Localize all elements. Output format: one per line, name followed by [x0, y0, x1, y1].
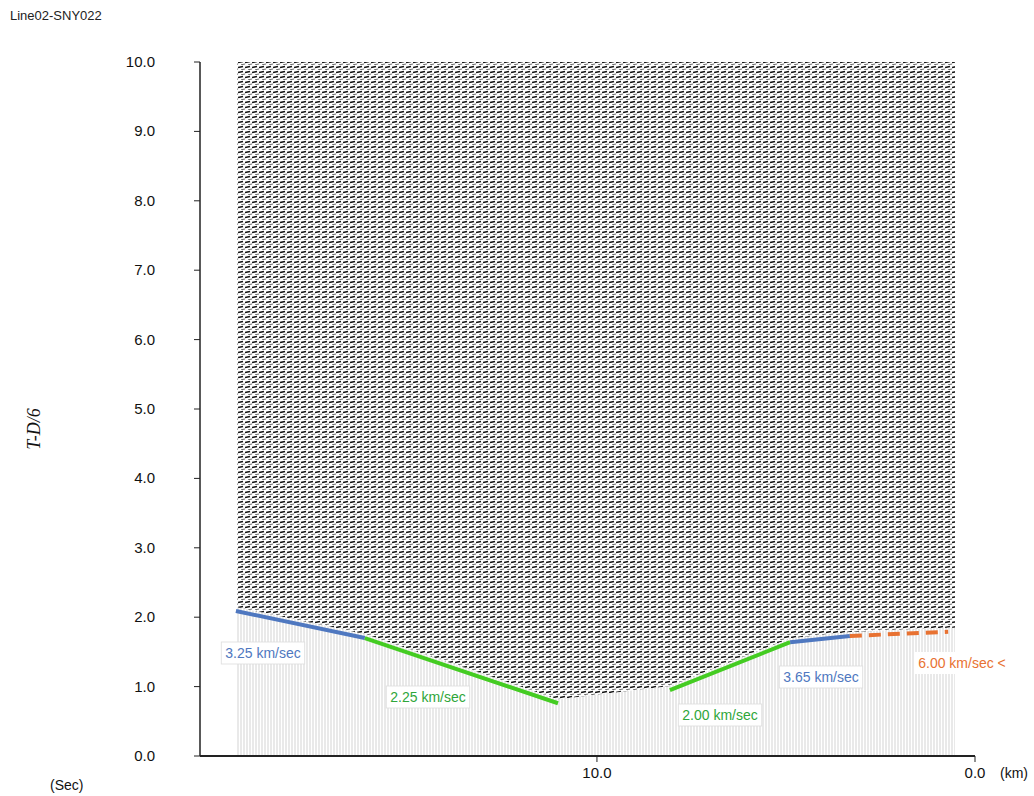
x-tick [596, 756, 597, 762]
label-box [914, 652, 1010, 674]
velocity-segment [850, 632, 948, 636]
x-tick-label: 0.0 [965, 764, 986, 781]
y-tick [194, 686, 200, 687]
label-box [678, 704, 761, 726]
y-tick [194, 478, 200, 479]
y-tick [194, 547, 200, 548]
y-tick [194, 756, 200, 757]
x-tick [975, 756, 976, 762]
y-tick-label: 9.0 [134, 122, 155, 139]
label-box [221, 642, 304, 664]
y-tick [194, 200, 200, 201]
y-axis-title: T-D/6 [24, 408, 44, 450]
y-tick-label: 1.0 [134, 678, 155, 695]
y-tick-label: 4.0 [134, 469, 155, 486]
velocity-segment [670, 642, 790, 690]
y-unit: (Sec) [50, 777, 83, 793]
x-axis [200, 755, 975, 757]
x-tick-label: 10.0 [582, 764, 611, 781]
y-tick-label: 3.0 [134, 539, 155, 556]
title: Line02-SNY022 [10, 8, 102, 23]
velocity-label: 3.25 km/sec [225, 645, 300, 661]
y-tick [194, 339, 200, 340]
y-tick-label: 5.0 [134, 400, 155, 417]
lines [236, 611, 948, 703]
velocity-segment [790, 636, 850, 642]
velocity-segment [236, 611, 365, 638]
label-box [779, 666, 862, 688]
y-tick [194, 62, 200, 63]
y-tick [194, 409, 200, 410]
label-box [386, 686, 469, 708]
y-tick [194, 270, 200, 271]
y-tick-label: 10.0 [126, 53, 155, 70]
velocity-label: 3.65 km/sec [783, 669, 858, 685]
y-tick [194, 617, 200, 618]
y-tick [194, 131, 200, 132]
seismic-record [236, 62, 955, 699]
y-tick-label: 6.0 [134, 331, 155, 348]
velocity-label: 2.00 km/sec [682, 707, 757, 723]
y-tick-label: 8.0 [134, 192, 155, 209]
y-tick-label: 7.0 [134, 261, 155, 278]
velocity-label: 6.00 km/sec < [918, 655, 1006, 671]
x-unit: (km) [1000, 765, 1028, 781]
velocity-label: 2.25 km/sec [390, 689, 465, 705]
y-tick-label: 2.0 [134, 608, 155, 625]
y-tick-label: 0.0 [134, 747, 155, 764]
chart: Line02-SNY022 0.0 1.0 2.0 3.0 4.0 5.0 6.0 7.0 8.0… [0, 0, 1034, 796]
